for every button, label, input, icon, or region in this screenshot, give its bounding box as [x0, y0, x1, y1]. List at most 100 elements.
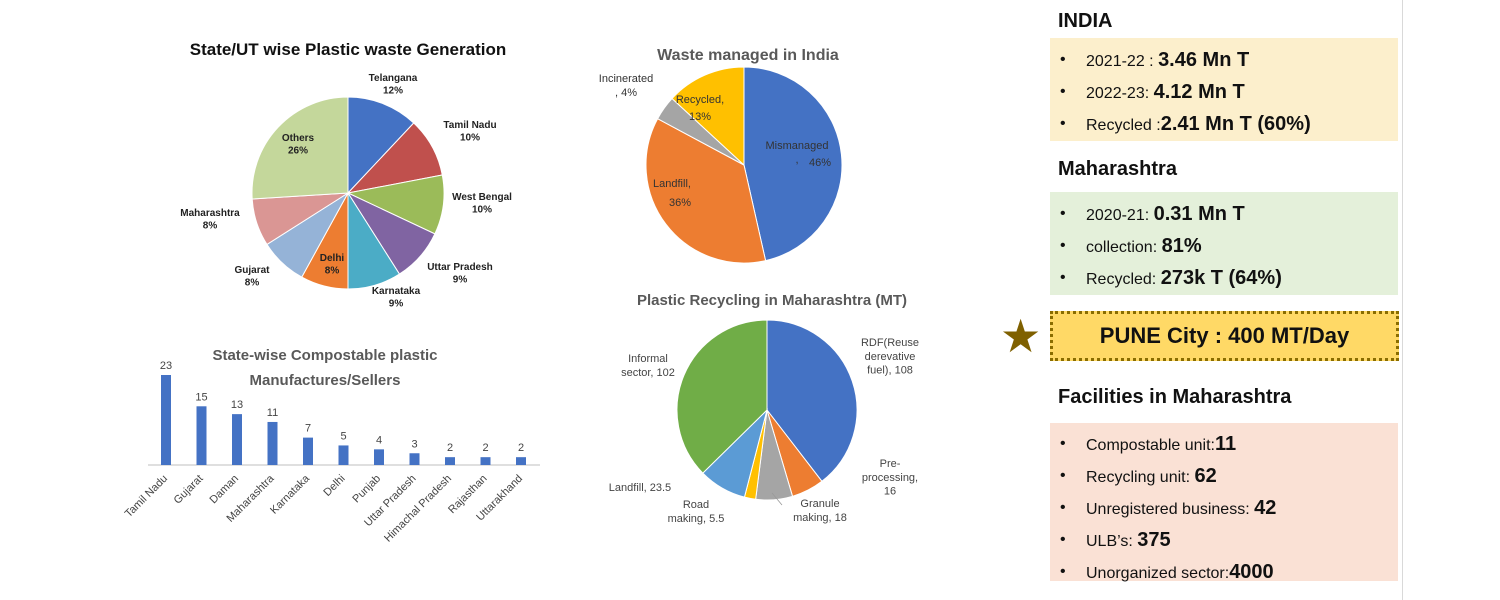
pie2-label-2: Incinerated, 4% — [599, 73, 653, 99]
maharashtra-box: • 2020-21: 0.31 Mn T • collection: 81% • Recy… — [1050, 192, 1398, 295]
india-list: • 2021-22 : 3.46 Mn T • 2022-23: 4.12 Mn T •… — [1050, 38, 1398, 141]
bar-value-2: 13 — [231, 399, 243, 411]
bar-5 — [338, 445, 349, 465]
pune-text: PUNE City : 400 MT/Day — [1099, 323, 1350, 348]
pie2-label-1: Landfill, — [653, 178, 691, 190]
right-divider — [1402, 0, 1403, 600]
pie2-slice-0 — [743, 66, 843, 262]
pie3-label-1: Pre-processing, 16 — [862, 458, 918, 498]
bar-title-line1: State-wise Compostable plastic — [212, 347, 437, 364]
facilities-item-1: • Recycling unit: 62 — [1050, 461, 1398, 493]
facilities-list: • Compostable unit:11 • Recycling unit: 62 •… — [1050, 423, 1398, 589]
pie1-label-8: Others 26% — [282, 133, 315, 157]
facilities-item-value: 11 — [1214, 433, 1237, 455]
pie3-label-2: Granule making, 18 — [793, 498, 847, 524]
facilities-item-value: 62 — [1194, 465, 1217, 487]
bar-category-2: Daman — [208, 473, 242, 507]
bar-category-1: Gujarat — [172, 473, 206, 507]
facilities-item-3: • ULB’s: 375 — [1050, 525, 1398, 557]
pie1-label-2: West Bengal 10% — [452, 192, 512, 216]
maharashtra-item-label: Recycled: — [1086, 271, 1161, 288]
pie2-title: Waste managed in India — [657, 47, 839, 64]
bar-value-7: 3 — [411, 438, 417, 450]
pie1-title: State/UT wise Plastic waste Generation — [190, 40, 507, 59]
bar-value-1: 15 — [195, 391, 207, 403]
india-item-0: • 2021-22 : 3.46 Mn T — [1050, 45, 1398, 77]
pie2-value-0: 46% — [809, 157, 831, 169]
maharashtra-item-1: • collection: 81% — [1050, 231, 1398, 263]
pie2-group: Mismanaged , Landfill, Incinerated, 4% Recyc… — [599, 66, 843, 264]
pie3-label-4: Landfill, 23.5 — [609, 482, 671, 494]
bar-value-10: 2 — [518, 442, 524, 454]
maharashtra-item-2: • Recycled: 273k T (64%) — [1050, 263, 1398, 295]
pie2-slice-3 — [671, 66, 745, 167]
maharashtra-item-label: 2020-21: — [1086, 207, 1154, 224]
facilities-item-label: Recycling unit: — [1086, 469, 1195, 486]
pie3-slice-5 — [676, 319, 768, 474]
facilities-item-2: • Unregistered business: 42 — [1050, 493, 1398, 525]
bar-0 — [161, 375, 171, 465]
bar-8 — [445, 457, 455, 465]
facilities-item-4: • Unorganized sector:4000 — [1050, 557, 1398, 589]
bar-value-3: 11 — [267, 407, 278, 419]
bar-6 — [374, 449, 384, 465]
pie2-value-1: 36% — [669, 197, 691, 209]
bar-category-5: Delhi — [321, 473, 347, 499]
india-item-label: 2021-22 : — [1086, 53, 1159, 70]
pie1-label-7: Maharashtra 8% — [180, 208, 240, 232]
maharashtra-title: Maharashtra — [1058, 158, 1177, 180]
bullet-icon: • — [1060, 467, 1066, 484]
bar-1 — [196, 406, 207, 465]
pie3-slice-0 — [766, 319, 858, 483]
india-item-value: 4.12 Mn T — [1153, 81, 1245, 103]
pie1-label-1: Tamil Nadu 10% — [443, 120, 496, 144]
india-item-value: 3.46 Mn T — [1158, 49, 1250, 71]
facilities-item-value: 4000 — [1229, 561, 1274, 583]
maharashtra-item-value: 81% — [1161, 235, 1202, 257]
pie2-value-3: 13% — [689, 111, 711, 123]
pie1-label-3: Uttar Pradesh 9% — [427, 262, 493, 286]
pie2-slice-1 — [645, 118, 767, 264]
bullet-icon: • — [1060, 115, 1066, 132]
india-item-1: • 2022-23: 4.12 Mn T — [1050, 77, 1398, 109]
facilities-item-0: • Compostable unit:11 — [1050, 429, 1398, 461]
maharashtra-list: • 2020-21: 0.31 Mn T • collection: 81% • Recy… — [1050, 192, 1398, 295]
pie2-label-3: Recycled, — [676, 94, 724, 106]
bar-category-6: Punjab — [350, 473, 383, 506]
bar-value-9: 2 — [482, 442, 488, 454]
bar-value-0: 23 — [160, 360, 172, 372]
india-title: INDIA — [1058, 10, 1113, 32]
bar-4 — [303, 437, 313, 465]
facilities-item-label: ULB’s: — [1086, 533, 1138, 550]
bar-value-8: 2 — [447, 442, 453, 454]
pie1-label-6: Gujarat 8% — [234, 265, 270, 289]
bar-7 — [409, 453, 420, 465]
maharashtra-item-value: 0.31 Mn T — [1153, 203, 1245, 225]
star-icon: ★ — [1000, 310, 1042, 362]
bullet-icon: • — [1060, 237, 1066, 254]
bullet-icon: • — [1060, 51, 1066, 68]
bar-category-4: Karnataka — [268, 472, 313, 517]
pie1-label-4: Karnataka 9% — [372, 286, 421, 310]
bullet-icon: • — [1060, 531, 1066, 548]
bar-category-8: Himachal Pradesh — [382, 473, 454, 545]
pie3-label-5: Informal sector, 102 — [621, 353, 675, 379]
pie3-leader-granule — [771, 492, 783, 506]
bullet-icon: • — [1060, 435, 1066, 452]
pie1-slice-8 — [251, 96, 349, 200]
maharashtra-item-label: collection: — [1086, 239, 1162, 256]
india-box: • 2021-22 : 3.46 Mn T • 2022-23: 4.12 Mn T •… — [1050, 38, 1398, 141]
pie3-title: Plastic Recycling in Maharashtra (MT) — [637, 292, 907, 309]
facilities-item-label: Compostable unit: — [1086, 437, 1215, 454]
pie3-label-0: RDF(Reuse derevative fuel), 108 — [861, 337, 919, 377]
bar-10 — [516, 457, 526, 465]
bar-category-0: Tamil Nadu — [123, 473, 170, 520]
pie2-label-0: Mismanaged, — [766, 140, 829, 166]
bullet-icon: • — [1060, 269, 1066, 286]
facilities-item-value: 42 — [1254, 497, 1277, 519]
india-item-label: Recycled : — [1086, 117, 1161, 134]
pie3-label-3: Road making, 5.5 — [668, 499, 725, 525]
bar-9 — [480, 457, 491, 465]
pie1-label-0: Telangana 12% — [369, 73, 418, 97]
